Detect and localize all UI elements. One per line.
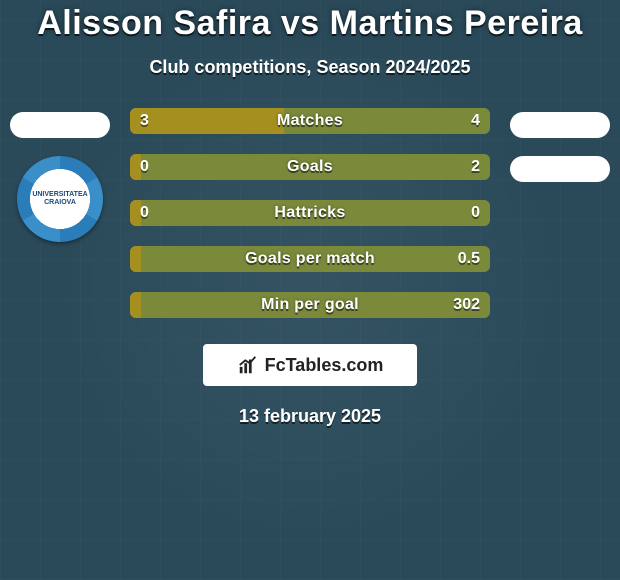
right-player-column bbox=[500, 108, 620, 182]
stat-value-left: 0 bbox=[130, 200, 159, 226]
stat-row: Goals per match0.5 bbox=[130, 246, 490, 272]
stat-value-right: 2 bbox=[461, 154, 490, 180]
stat-label: Min per goal bbox=[130, 292, 490, 318]
stat-label: Goals per match bbox=[130, 246, 490, 272]
stat-label: Hattricks bbox=[130, 200, 490, 226]
subtitle: Club competitions, Season 2024/2025 bbox=[0, 57, 620, 78]
left-player-column: UNIVERSITATEACRAIOVA bbox=[0, 108, 120, 242]
stat-label: Matches bbox=[130, 108, 490, 134]
stat-row: Matches3 4 bbox=[130, 108, 490, 134]
stat-value-left: 0 bbox=[130, 154, 159, 180]
club-crest-icon: UNIVERSITATEACRAIOVA bbox=[17, 156, 103, 242]
stat-row: Goals0 2 bbox=[130, 154, 490, 180]
stat-value-right: 0 bbox=[461, 200, 490, 226]
stat-row: Min per goal302 bbox=[130, 292, 490, 318]
stat-value-right: 0.5 bbox=[448, 246, 490, 272]
club-placeholder-pill bbox=[510, 156, 610, 182]
page-title: Alisson Safira vs Martins Pereira bbox=[0, 4, 620, 43]
comparison-layout: UNIVERSITATEACRAIOVA Matches34Goals02Hat… bbox=[0, 108, 620, 318]
stat-value-right: 302 bbox=[443, 292, 490, 318]
stat-row: Hattricks0 0 bbox=[130, 200, 490, 226]
stat-bars: Matches34Goals02Hattricks00Goals per mat… bbox=[120, 108, 500, 318]
player-placeholder-pill bbox=[10, 112, 110, 138]
brand-text: FcTables.com bbox=[265, 355, 384, 376]
stat-value-left: 3 bbox=[130, 108, 159, 134]
stat-label: Goals bbox=[130, 154, 490, 180]
player-placeholder-pill bbox=[510, 112, 610, 138]
crest-text: UNIVERSITATEACRAIOVA bbox=[32, 191, 87, 206]
stat-value-right: 4 bbox=[461, 108, 490, 134]
comparison-card: Alisson Safira vs Martins Pereira Club c… bbox=[0, 0, 620, 427]
brand-badge: FcTables.com bbox=[203, 344, 417, 386]
date-text: 13 february 2025 bbox=[0, 406, 620, 427]
chart-icon bbox=[237, 354, 259, 376]
